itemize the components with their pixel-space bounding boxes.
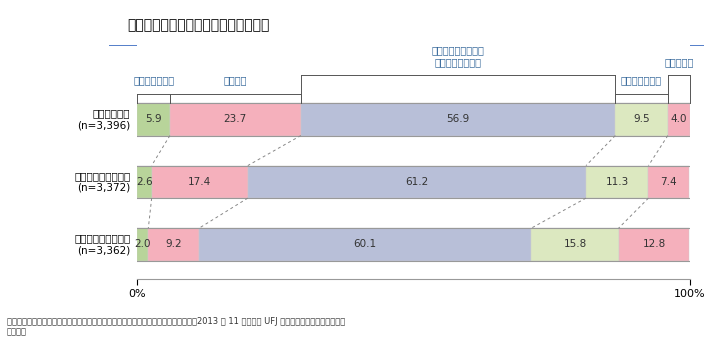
Text: 第 4-2-11 図: 第 4-2-11 図 xyxy=(20,16,89,30)
Text: 11.3: 11.3 xyxy=(605,177,629,187)
Text: 12.8: 12.8 xyxy=(642,239,665,250)
Bar xyxy=(137,228,149,261)
Bar xyxy=(151,166,248,198)
Bar xyxy=(301,103,615,136)
Text: 2.6: 2.6 xyxy=(136,177,153,187)
Text: どちらとも言えない
（ちょうど良い）: どちらとも言えない （ちょうど良い） xyxy=(432,45,484,67)
Text: 60.1: 60.1 xyxy=(353,239,377,250)
Bar xyxy=(586,166,648,198)
Text: 23.7: 23.7 xyxy=(224,114,247,124)
Bar xyxy=(170,103,301,136)
Text: 4.0: 4.0 xyxy=(671,114,687,124)
Bar xyxy=(137,103,170,136)
Text: やや少なすぎる: やや少なすぎる xyxy=(621,75,662,85)
Bar xyxy=(532,228,619,261)
Bar xyxy=(248,166,586,198)
Text: 56.9: 56.9 xyxy=(446,114,470,124)
Text: 資料：中小企業庁委託「中小企業支援機関の連携状況と施策認知度に関する調査」（2013 年 11 月、三菱 UFJ リサーチ＆コンサルティング
（株））: 資料：中小企業庁委託「中小企業支援機関の連携状況と施策認知度に関する調査」（20… xyxy=(7,317,345,337)
Text: 7.4: 7.4 xyxy=(660,177,677,187)
Text: 9.5: 9.5 xyxy=(634,114,650,124)
Text: 多すぎる: 多すぎる xyxy=(224,75,247,85)
Text: 61.2: 61.2 xyxy=(406,177,429,187)
Text: 15.8: 15.8 xyxy=(563,239,586,250)
Text: 非常に多すぎる: 非常に多すぎる xyxy=(133,75,174,85)
Bar xyxy=(137,166,151,198)
Text: 5.9: 5.9 xyxy=(145,114,162,124)
Text: 中小企業・小規模事業者施策の情報量: 中小企業・小規模事業者施策の情報量 xyxy=(127,18,270,32)
Text: 2.0: 2.0 xyxy=(134,239,151,250)
Text: 17.4: 17.4 xyxy=(188,177,211,187)
Bar xyxy=(619,228,689,261)
Bar xyxy=(648,166,689,198)
Bar xyxy=(615,103,668,136)
Text: 少なすぎる: 少なすぎる xyxy=(664,57,693,67)
Bar xyxy=(149,228,199,261)
Bar xyxy=(199,228,532,261)
Text: 9.2: 9.2 xyxy=(165,239,182,250)
Bar xyxy=(668,103,690,136)
